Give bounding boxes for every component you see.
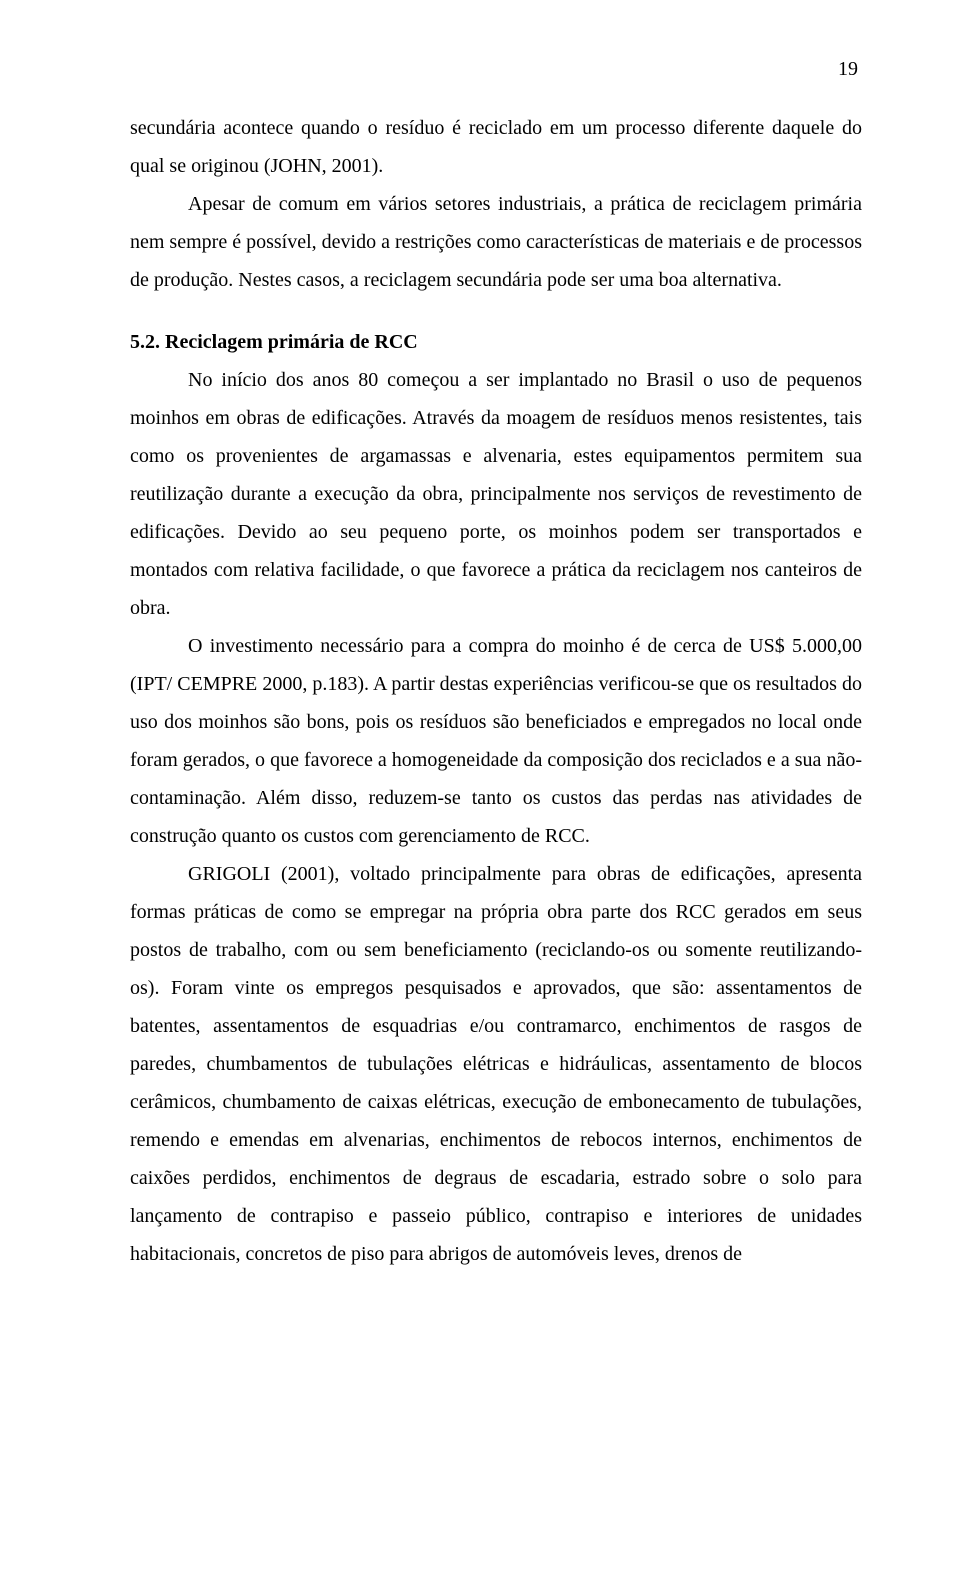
- paragraph-1: secundária acontece quando o resíduo é r…: [130, 109, 862, 185]
- paragraph-3: No início dos anos 80 começou a ser impl…: [130, 361, 862, 627]
- section-heading: 5.2. Reciclagem primária de RCC: [130, 323, 862, 361]
- paragraph-2: Apesar de comum em vários setores indust…: [130, 185, 862, 299]
- page-number: 19: [130, 58, 862, 81]
- paragraph-5: GRIGOLI (2001), voltado principalmente p…: [130, 855, 862, 1273]
- paragraph-4: O investimento necessário para a compra …: [130, 627, 862, 855]
